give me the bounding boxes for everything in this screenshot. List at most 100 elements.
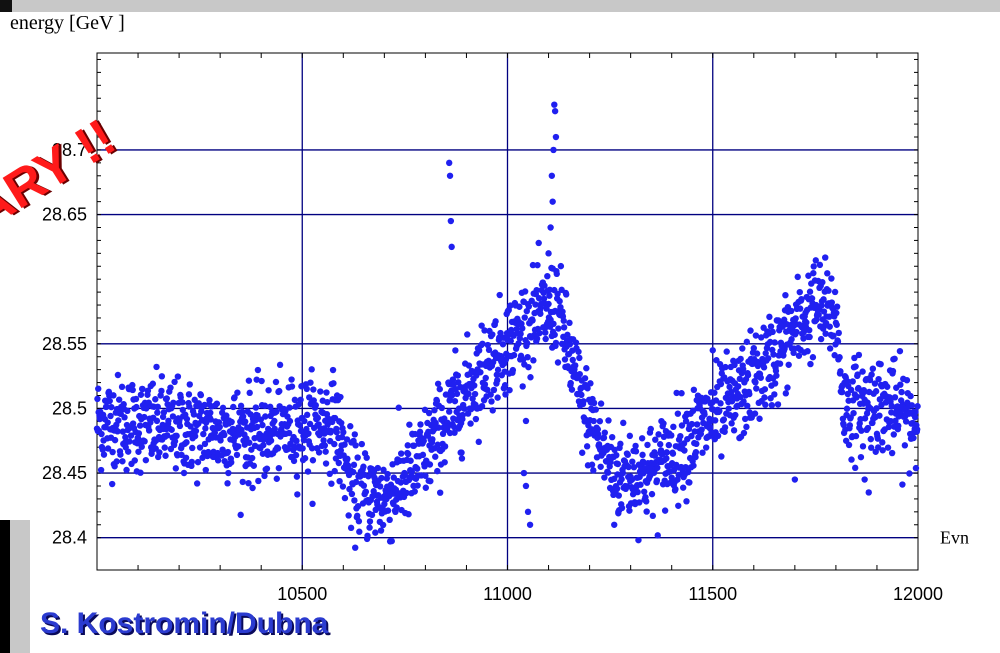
x-tick-label-3: 12000 (893, 584, 943, 604)
data-point (555, 325, 562, 332)
data-point (545, 300, 552, 308)
data-point (154, 403, 161, 411)
data-point (124, 448, 132, 455)
data-point (381, 500, 388, 508)
data-point (446, 408, 453, 415)
data-point (898, 388, 905, 396)
data-point (475, 347, 483, 354)
data-point (200, 430, 207, 438)
data-point (321, 442, 329, 449)
data-point (833, 309, 840, 317)
data-point (104, 419, 111, 426)
data-point (806, 288, 814, 295)
data-point (234, 389, 241, 396)
data-point (828, 299, 835, 306)
data-point (864, 424, 872, 432)
data-point (388, 537, 395, 545)
data-point (461, 405, 468, 412)
data-point (149, 380, 157, 387)
data-point (873, 405, 880, 412)
data-point (583, 365, 590, 372)
data-point (771, 339, 778, 346)
data-point (907, 392, 914, 400)
data-point (798, 295, 805, 303)
data-point (637, 481, 644, 488)
data-point (722, 363, 729, 371)
data-point (613, 485, 621, 492)
data-point (484, 341, 491, 349)
data-point (506, 386, 513, 394)
data-point (306, 394, 313, 401)
data-point (352, 478, 360, 486)
data-point (764, 355, 772, 362)
data-point (897, 381, 904, 388)
data-point (601, 474, 608, 481)
data-point (849, 378, 856, 385)
data-point (753, 350, 761, 357)
data-point (471, 390, 479, 398)
data-point (808, 295, 816, 302)
data-point (120, 401, 127, 408)
data-point (487, 391, 494, 398)
data-point-outlier (520, 469, 528, 477)
data-point (441, 459, 448, 466)
data-point (94, 395, 101, 403)
data-point (566, 341, 574, 348)
data-point (684, 468, 692, 476)
data-point (740, 398, 747, 405)
data-point (177, 394, 184, 401)
data-point (327, 427, 335, 435)
data-point (348, 490, 356, 498)
data-point (757, 374, 764, 381)
data-point (632, 442, 639, 450)
data-point (482, 374, 489, 382)
data-point (202, 466, 209, 474)
data-point (360, 482, 368, 489)
data-point (206, 396, 213, 404)
data-point (884, 383, 891, 390)
data-point (224, 480, 231, 487)
data-point (572, 362, 579, 369)
data-point (275, 464, 283, 472)
data-point (692, 453, 699, 461)
data-point (800, 328, 808, 336)
data-point (851, 354, 858, 362)
data-point (228, 459, 235, 466)
data-point (117, 451, 124, 458)
data-point (739, 365, 747, 373)
data-point (271, 417, 278, 425)
data-point (826, 345, 834, 352)
data-point (817, 335, 825, 343)
data-point (393, 504, 400, 511)
data-point (133, 403, 140, 411)
data-point (132, 395, 140, 403)
data-point (127, 432, 135, 439)
data-point (772, 367, 780, 375)
data-point (507, 337, 514, 345)
data-point (356, 528, 363, 535)
data-point (852, 432, 860, 440)
data-point (477, 369, 484, 376)
data-point (152, 396, 159, 403)
author-credit: S. Kostromin/Dubna (40, 607, 329, 640)
data-point (866, 376, 874, 384)
data-point-outlier (446, 172, 454, 179)
data-point (669, 450, 677, 457)
data-point (553, 270, 560, 278)
data-point (750, 344, 757, 352)
data-point (252, 417, 259, 424)
data-point (219, 404, 227, 412)
data-point (604, 469, 612, 476)
data-point (831, 288, 839, 296)
data-point (259, 421, 266, 429)
data-point (239, 413, 247, 420)
data-point (360, 463, 367, 470)
data-point (403, 489, 410, 497)
data-point (826, 313, 833, 320)
data-point (261, 472, 268, 480)
data-point (914, 403, 921, 410)
data-point (810, 269, 817, 277)
data-point (366, 518, 374, 525)
data-point (245, 479, 252, 487)
data-point (680, 440, 688, 447)
